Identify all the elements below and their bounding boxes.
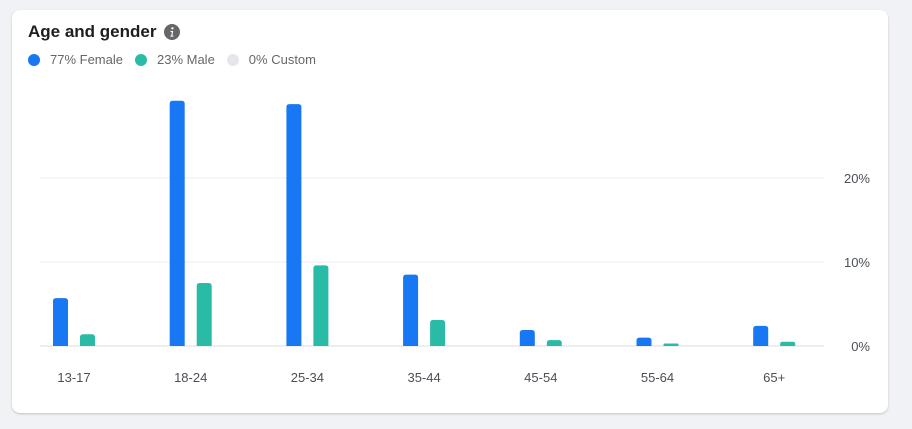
chart-legend: 77% Female 23% Male 0% Custom	[28, 52, 328, 67]
bar-male	[196, 283, 212, 346]
bar-female	[519, 330, 535, 346]
x-tick-label: 13-17	[57, 370, 90, 385]
card-title: Age and gender	[28, 22, 157, 41]
bar-female	[169, 100, 185, 346]
card-header: Age and gender	[28, 22, 181, 42]
bar-male	[313, 265, 329, 346]
bar-male	[80, 334, 95, 346]
legend-label-custom: 0% Custom	[248, 52, 316, 67]
bar-female	[53, 298, 68, 346]
legend-dot-male	[134, 53, 147, 66]
x-tick-label: 55-64	[641, 370, 674, 385]
x-tick-label: 25-34	[291, 370, 324, 385]
bar-male	[780, 341, 796, 346]
legend-item-custom[interactable]: 0% Custom	[226, 52, 316, 67]
legend-dot-female	[28, 53, 40, 66]
x-tick-label: 18-24	[174, 370, 207, 385]
bar-female	[636, 337, 652, 346]
legend-label-female: 77% Female	[50, 52, 123, 67]
bar-male	[663, 343, 679, 346]
info-icon[interactable]	[164, 24, 181, 40]
x-tick-label: 35-44	[407, 370, 440, 385]
bar-female	[753, 325, 769, 346]
y-tick-label: 0%	[851, 339, 870, 354]
legend-label-male: 23% Male	[156, 52, 215, 67]
bar-male	[430, 319, 446, 346]
x-tick-label: 65+	[763, 370, 785, 385]
bar-male	[546, 340, 562, 346]
y-tick-label: 20%	[844, 171, 870, 186]
legend-item-female[interactable]: 77% Female	[28, 52, 123, 67]
y-tick-label: 10%	[844, 255, 870, 270]
bar-chart: 0% 10% 20% 13-17 18-24 25-34 35-44 45-54 55-64 65…	[40, 100, 870, 385]
legend-dot-custom	[226, 53, 239, 66]
x-tick-label: 45-54	[524, 370, 557, 385]
legend-item-male[interactable]: 23% Male	[134, 52, 215, 67]
age-gender-card: Age and gender 77% Female 23% Male 0% Cu…	[12, 10, 888, 413]
bar-female	[286, 104, 302, 346]
bar-female	[403, 274, 419, 346]
